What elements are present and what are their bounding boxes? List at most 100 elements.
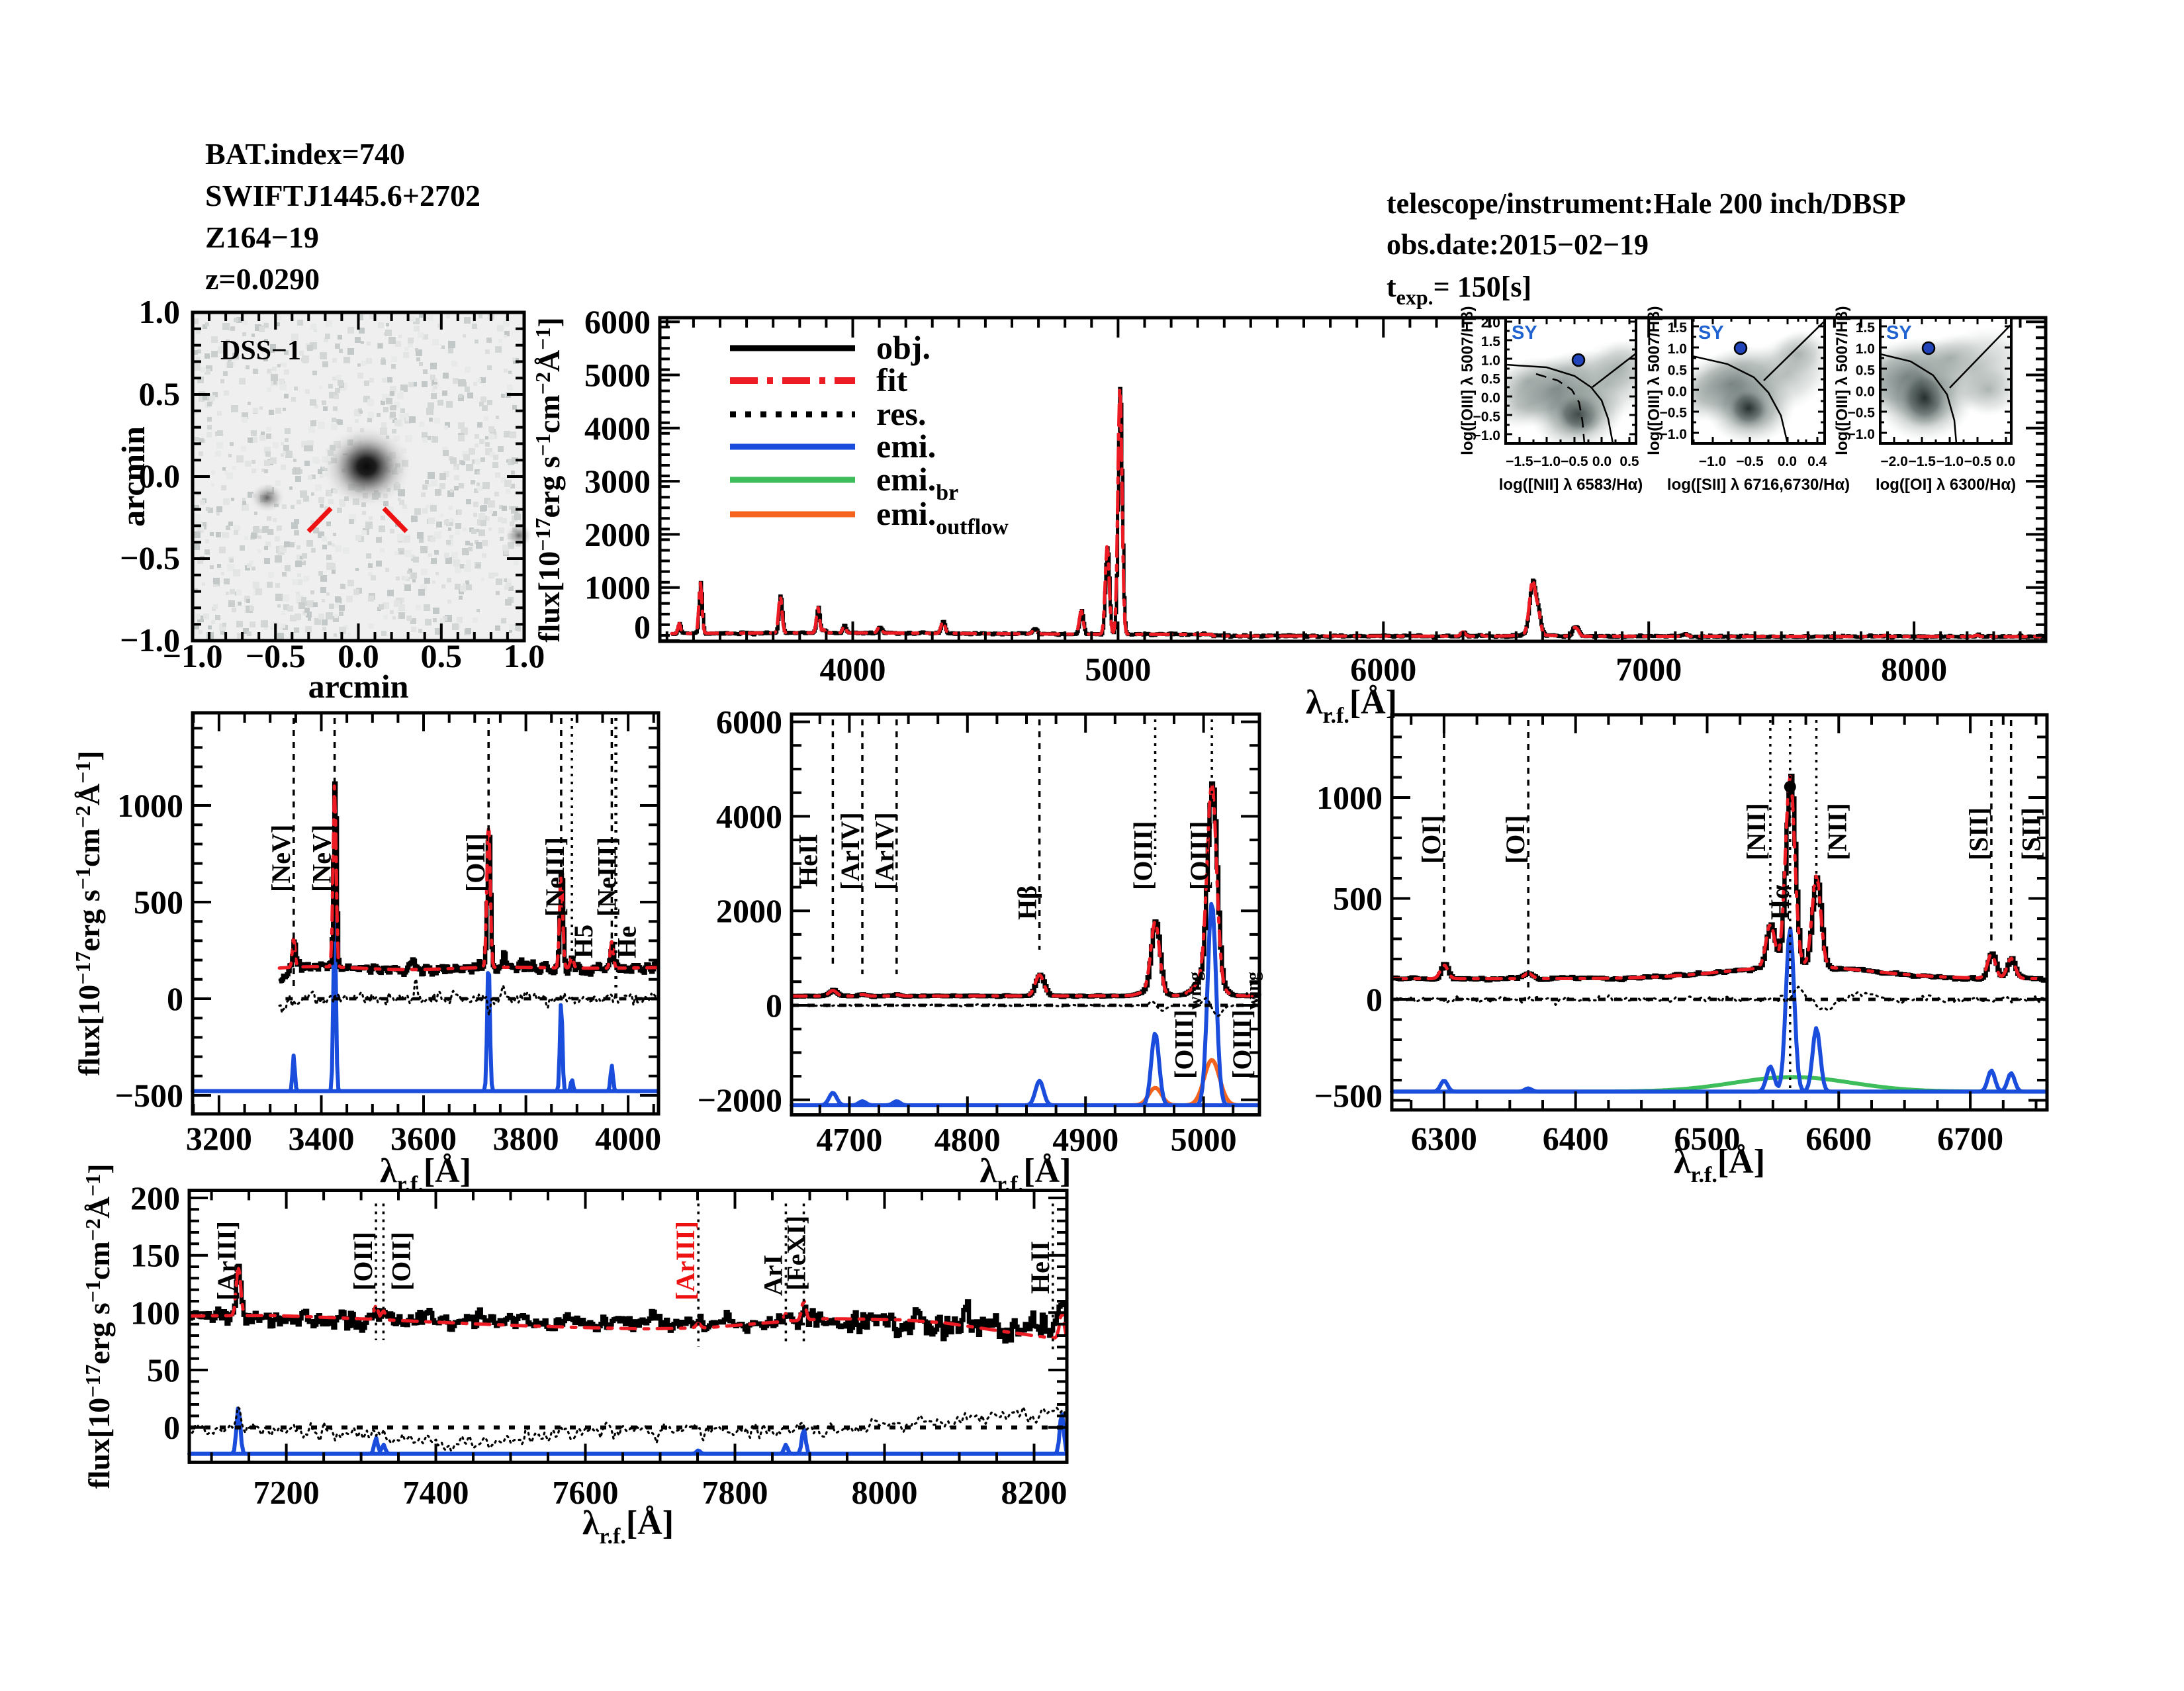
svg-text:0.5: 0.5	[1481, 372, 1501, 387]
svg-text:6600: 6600	[1805, 1120, 1872, 1157]
svg-text:log([OIII] λ 5007/Hβ): log([OIII] λ 5007/Hβ)	[1833, 306, 1851, 455]
svg-text:0.5: 0.5	[1856, 363, 1876, 378]
svg-text:500: 500	[134, 884, 183, 921]
svg-text:−0.5: −0.5	[1964, 454, 1992, 469]
svg-text:[NeIII]: [NeIII]	[540, 837, 570, 917]
svg-text:SY: SY	[1698, 322, 1724, 343]
svg-text:Hβ: Hβ	[1013, 886, 1042, 920]
svg-text:7400: 7400	[403, 1473, 469, 1510]
svg-text:[OIII]: [OIII]	[1128, 821, 1158, 890]
svg-text:[NeV]: [NeV]	[307, 825, 337, 892]
svg-text:0.4: 0.4	[1807, 454, 1827, 469]
svg-text:log([NII] λ 6583/Hα): log([NII] λ 6583/Hα)	[1499, 476, 1643, 494]
svg-text:[OII]: [OII]	[386, 1232, 416, 1291]
svg-text:−0.5: −0.5	[1848, 406, 1876, 421]
svg-text:[OII]: [OII]	[348, 1232, 378, 1291]
svg-text:[NeIII]: [NeIII]	[592, 837, 621, 917]
svg-text:−0.5: −0.5	[1736, 454, 1764, 469]
svg-text:1.0: 1.0	[1856, 342, 1875, 357]
svg-text:−1.0: −1.0	[1848, 427, 1875, 442]
svg-text:5000: 5000	[1085, 651, 1151, 688]
svg-text:3200: 3200	[186, 1120, 252, 1157]
svg-text:7200: 7200	[253, 1473, 320, 1510]
svg-text:4900: 4900	[1052, 1121, 1118, 1158]
svg-text:flux[10−17erg s−1cm−2Å−1]: flux[10−17erg s−1cm−2Å−1]	[81, 1164, 116, 1489]
svg-text:flux[10−17erg s−1cm−2Å−1]: flux[10−17erg s−1cm−2Å−1]	[531, 317, 566, 643]
svg-text:5000: 5000	[584, 357, 651, 394]
svg-text:6000: 6000	[1350, 651, 1416, 688]
svg-text:Hα: Hα	[1765, 885, 1795, 920]
svg-text:[NeV]: [NeV]	[266, 825, 296, 892]
svg-text:[FeXI]: [FeXI]	[782, 1216, 811, 1291]
svg-text:−0.5: −0.5	[246, 637, 306, 674]
svg-text:0.0: 0.0	[1996, 454, 2015, 469]
svg-text:−1.0: −1.0	[1473, 428, 1500, 443]
svg-text:0.5: 0.5	[1619, 454, 1639, 469]
svg-text:arcmin: arcmin	[308, 668, 409, 705]
svg-text:SY: SY	[1886, 322, 1912, 343]
svg-text:0.5: 0.5	[1668, 363, 1688, 378]
svg-text:0.5: 0.5	[139, 375, 181, 412]
svg-text:[SII]: [SII]	[1964, 807, 1993, 860]
svg-text:[OII]: [OII]	[461, 833, 490, 892]
svg-text:SWIFTJ1445.6+2702: SWIFTJ1445.6+2702	[205, 179, 480, 212]
svg-text:log([OIII] λ 5007/Hβ): log([OIII] λ 5007/Hβ)	[1459, 306, 1477, 455]
svg-text:0.0: 0.0	[1668, 385, 1687, 400]
svg-text:6500: 6500	[1674, 1120, 1741, 1157]
svg-text:6300: 6300	[1411, 1120, 1477, 1157]
svg-text:6000: 6000	[716, 704, 782, 741]
svg-text:1.5: 1.5	[1481, 334, 1501, 349]
svg-text:[NII]: [NII]	[1741, 803, 1771, 860]
svg-text:4000: 4000	[820, 651, 886, 688]
svg-text:1.5: 1.5	[1856, 320, 1876, 336]
svg-text:6000: 6000	[584, 303, 651, 340]
svg-text:−500: −500	[115, 1077, 184, 1114]
svg-text:5000: 5000	[1171, 1121, 1237, 1158]
svg-text:log([SII] λ 6716,6730/Hα): log([SII] λ 6716,6730/Hα)	[1667, 476, 1850, 494]
svg-text:[OIII]: [OIII]	[1185, 821, 1214, 890]
svg-text:1000: 1000	[584, 569, 651, 606]
svg-text:0.0: 0.0	[1592, 454, 1612, 469]
svg-text:−1.5: −1.5	[1506, 454, 1533, 469]
svg-text:2000: 2000	[584, 516, 651, 553]
svg-text:200: 200	[130, 1179, 180, 1216]
svg-text:HeII: HeII	[793, 834, 823, 887]
svg-text:4700: 4700	[816, 1121, 882, 1158]
svg-text:log([OI] λ 6300/Hα): log([OI] λ 6300/Hα)	[1876, 476, 2016, 494]
svg-text:0.0: 0.0	[1778, 454, 1797, 469]
svg-text:4800: 4800	[934, 1121, 1001, 1158]
svg-text:SY: SY	[1512, 322, 1537, 343]
svg-text:arcmin: arcmin	[114, 426, 152, 527]
svg-text:1000: 1000	[117, 787, 183, 824]
svg-text:0: 0	[167, 980, 183, 1017]
svg-text:z=0.0290: z=0.0290	[205, 262, 320, 296]
svg-text:[NII]: [NII]	[1823, 803, 1852, 860]
svg-text:[ArIII]: [ArIII]	[670, 1221, 700, 1301]
svg-text:log([OIII] λ 5007/Hβ): log([OIII] λ 5007/Hβ)	[1645, 306, 1663, 455]
svg-text:−0.5: −0.5	[1473, 410, 1501, 425]
svg-text:−500: −500	[1314, 1077, 1383, 1115]
svg-text:0: 0	[1366, 981, 1383, 1018]
svg-text:[OI]: [OI]	[1500, 815, 1530, 864]
svg-text:1.0: 1.0	[1668, 342, 1687, 357]
svg-text:obs.date:2015−02−19: obs.date:2015−02−19	[1387, 228, 1649, 261]
svg-text:8000: 8000	[1881, 651, 1947, 688]
svg-text:500: 500	[1333, 880, 1383, 917]
svg-text:Z164−19: Z164−19	[205, 220, 319, 254]
svg-text:4000: 4000	[584, 410, 651, 447]
svg-text:6400: 6400	[1543, 1120, 1609, 1157]
svg-text:λr.f.[Å]: λr.f.[Å]	[582, 1504, 674, 1549]
svg-text:6700: 6700	[1937, 1120, 2003, 1157]
svg-text:−1.5: −1.5	[1908, 454, 1936, 469]
svg-text:BAT.index=740: BAT.index=740	[205, 137, 405, 171]
svg-text:res.: res.	[876, 395, 926, 432]
svg-text:H5: H5	[569, 925, 598, 958]
svg-text:8000: 8000	[852, 1473, 918, 1510]
svg-text:[SII]: [SII]	[2017, 807, 2046, 860]
svg-text:λr.f.[Å]: λr.f.[Å]	[1674, 1143, 1765, 1187]
svg-text:0: 0	[766, 987, 782, 1024]
svg-text:ArI: ArI	[758, 1255, 788, 1296]
svg-text:3000: 3000	[584, 463, 651, 500]
svg-text:3800: 3800	[493, 1120, 559, 1157]
svg-text:8200: 8200	[1001, 1473, 1068, 1510]
